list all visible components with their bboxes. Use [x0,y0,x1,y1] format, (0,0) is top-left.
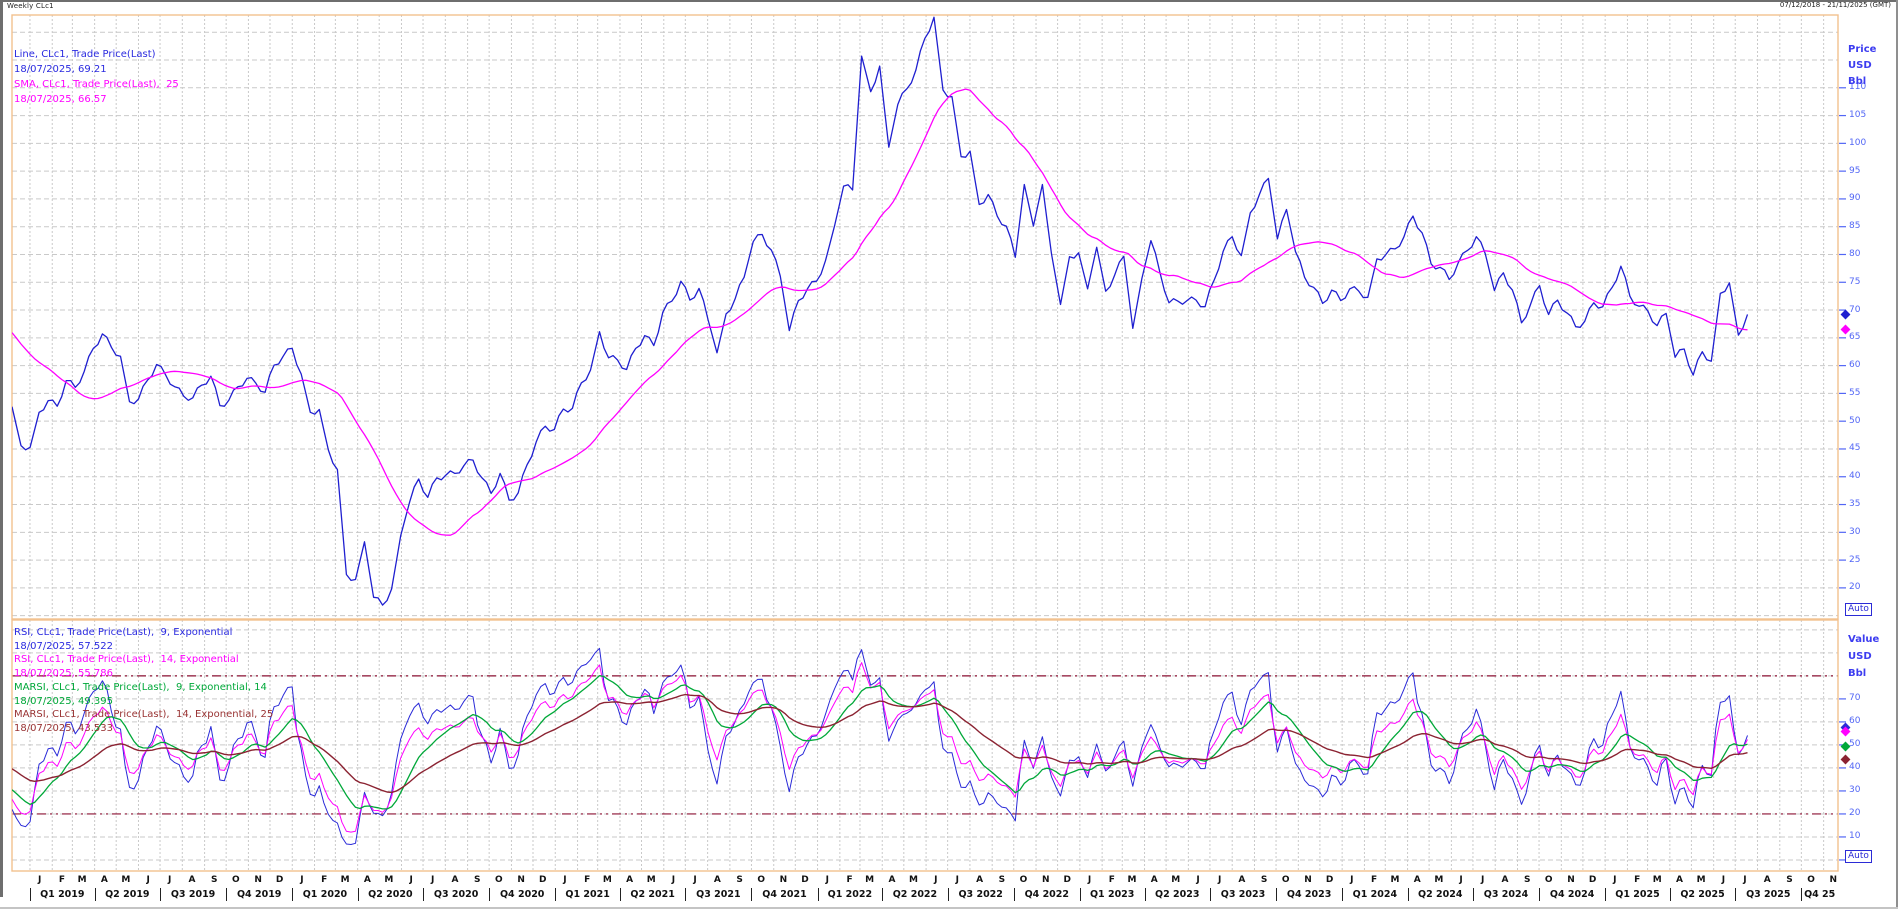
value-axis-unit-3: Bbl [1848,668,1867,679]
value-axis-auto-scale-button[interactable]: Auto [1845,850,1872,863]
date-range-label: 07/12/2018 - 21/11/2025 (GMT) [1779,1,1891,9]
price-line[interactable] [12,16,1749,606]
price-panel-border [11,14,1839,620]
rsi9-line[interactable] [12,647,1748,845]
price-axis-unit-2: USD [1848,60,1872,71]
marsi9-line[interactable] [12,674,1748,810]
window-frame-bottom [0,907,1898,909]
value-axis-unit-1: Value [1848,634,1880,645]
price-axis-auto-scale-button[interactable]: Auto [1845,603,1872,616]
value-panel-border [11,619,1839,872]
window-frame-top [0,0,1898,2]
window-frame-left [0,0,3,897]
value-axis-unit-2: USD [1848,651,1872,662]
price-axis-unit-1: Price [1848,44,1877,55]
sma-line[interactable] [12,88,1748,536]
price-axis-unit-3: Bbl [1848,76,1867,87]
window-frame-right [1896,0,1898,909]
marsi14-line[interactable] [12,693,1748,794]
rsi14-line[interactable] [12,662,1748,833]
chart-title: Weekly CLc1 [7,2,54,10]
